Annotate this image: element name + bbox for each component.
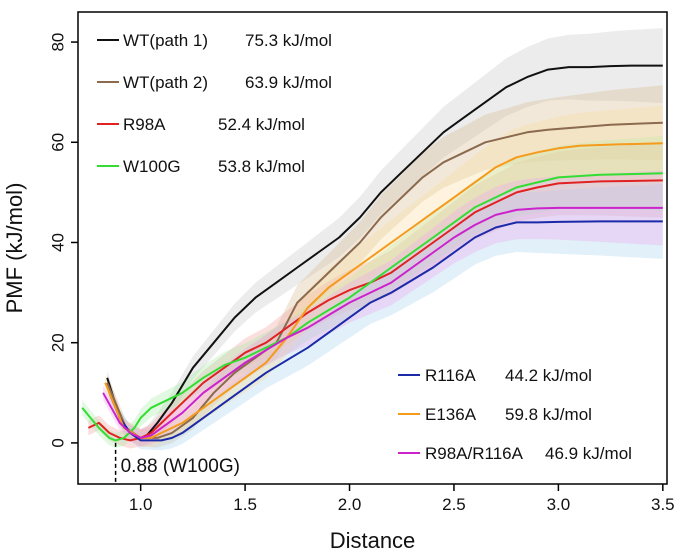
y-tick-label: 60: [49, 133, 68, 152]
x-tick-label: 3.0: [547, 495, 571, 514]
y-tick-label: 40: [49, 233, 68, 252]
legend-name-wt-path-2: WT(path 2): [123, 73, 208, 92]
legend-energy-w100g: 53.8 kJ/mol: [218, 157, 305, 176]
x-tick-label: 1.5: [233, 495, 257, 514]
band-r98a-r116a: [103, 170, 663, 447]
legend-name-w100g: W100G: [123, 157, 181, 176]
legend-name-r98a-r116a: R98A/R116A: [425, 444, 524, 463]
legend-name-wt-path-1: WT(path 1): [123, 31, 208, 50]
legend-energy-wt-path-1: 75.3 kJ/mol: [245, 31, 332, 50]
x-axis-title: Distance: [330, 528, 416, 553]
x-tick-label: 3.5: [651, 495, 675, 514]
legend-energy-r98a-r116a: 46.9 kJ/mol: [545, 444, 632, 463]
y-tick-label: 20: [49, 333, 68, 352]
x-tick-label: 2.5: [442, 495, 466, 514]
series-line-wt-path-2: [106, 121, 663, 439]
axis-ticks: 1.0 1.5 2.0 2.5 3.0 3.5 0 20 40 60 80: [49, 33, 675, 514]
series-line-r98a-r116a: [102, 206, 663, 439]
plot-frame: [77, 11, 668, 485]
x-tick-label: 2.0: [338, 495, 362, 514]
legend-energy-r116a: 44.2 kJ/mol: [505, 366, 592, 385]
legend-name-r98a: R98A: [123, 115, 166, 134]
band-r116a: [109, 184, 663, 451]
legend-energy-e136a: 59.8 kJ/mol: [505, 405, 592, 424]
legend-name-r116a: R116A: [425, 366, 476, 385]
legend-energy-wt-path-2: 63.9 kJ/mol: [245, 73, 332, 92]
y-tick-label: 80: [49, 33, 68, 52]
legend-bottom: R116A 44.2 kJ/mol E136A 59.8 kJ/mol R98A/R11…: [398, 366, 632, 463]
series-line-r116a: [108, 220, 663, 442]
legend-top: WT(path 1) 75.3 kJ/mol WT(path 2) 63.9 kJ/m…: [97, 31, 332, 176]
legend-name-e136a: E136A: [425, 405, 477, 424]
series-lines: [81, 64, 663, 442]
legend-energy-r98a: 52.4 kJ/mol: [218, 115, 305, 134]
annotation-label: 0.88 (W100G): [121, 456, 240, 477]
band-e136a: [105, 105, 663, 448]
band-wt-path-1: [107, 28, 663, 447]
series-line-e136a: [104, 142, 663, 439]
x-tick-label: 1.0: [129, 495, 153, 514]
y-tick-label: 0: [49, 438, 68, 447]
y-axis-title: PMF (kJ/mol): [2, 183, 27, 314]
